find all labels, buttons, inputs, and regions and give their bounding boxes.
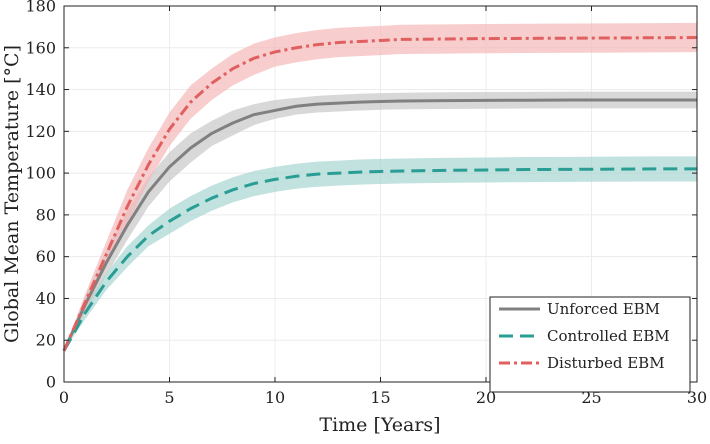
- legend-label-1: Controlled EBM: [547, 327, 670, 345]
- y-tick-label: 20: [36, 331, 56, 350]
- series-line-2: [62, 36, 698, 352]
- series-line-1: [62, 167, 697, 352]
- x-tick-label: 5: [164, 388, 174, 407]
- legend: Unforced EBM Controlled EBM Disturbed EBM: [489, 296, 691, 393]
- x-tick-label: 30: [687, 388, 707, 407]
- x-tick-label: 20: [476, 388, 496, 407]
- legend-label-2: Disturbed EBM: [547, 354, 665, 372]
- y-tick-label: 180: [25, 0, 56, 16]
- legend-label-0: Unforced EBM: [547, 300, 660, 318]
- y-tick-label: 140: [25, 80, 56, 99]
- y-axis-label: Global Mean Temperature [°C]: [1, 45, 23, 343]
- y-tick-label: 80: [36, 205, 56, 224]
- confidence-bands: [64, 22, 697, 351]
- x-tick-label: 10: [265, 388, 285, 407]
- y-tick-label: 120: [25, 122, 56, 141]
- y-tick-label: 0: [46, 373, 56, 392]
- y-tick-label: 160: [25, 38, 56, 57]
- y-tick-label: 40: [36, 289, 56, 308]
- x-tick-label: 25: [581, 388, 601, 407]
- legend-box: [489, 296, 691, 393]
- x-tick-label: 0: [59, 388, 69, 407]
- y-tick-label: 60: [36, 247, 56, 266]
- x-axis-ticks: 0 5 10 15 20 25 30: [59, 6, 707, 407]
- x-tick-label: 15: [370, 388, 390, 407]
- x-axis-label: Time [Years]: [319, 414, 440, 436]
- series-line-0: [62, 98, 697, 352]
- y-tick-label: 100: [25, 164, 56, 183]
- series-lines: [62, 36, 698, 352]
- y-axis-ticks: 0 20 40 60 80 100 120 140 160 180: [25, 0, 697, 392]
- series-band-1: [64, 156, 697, 351]
